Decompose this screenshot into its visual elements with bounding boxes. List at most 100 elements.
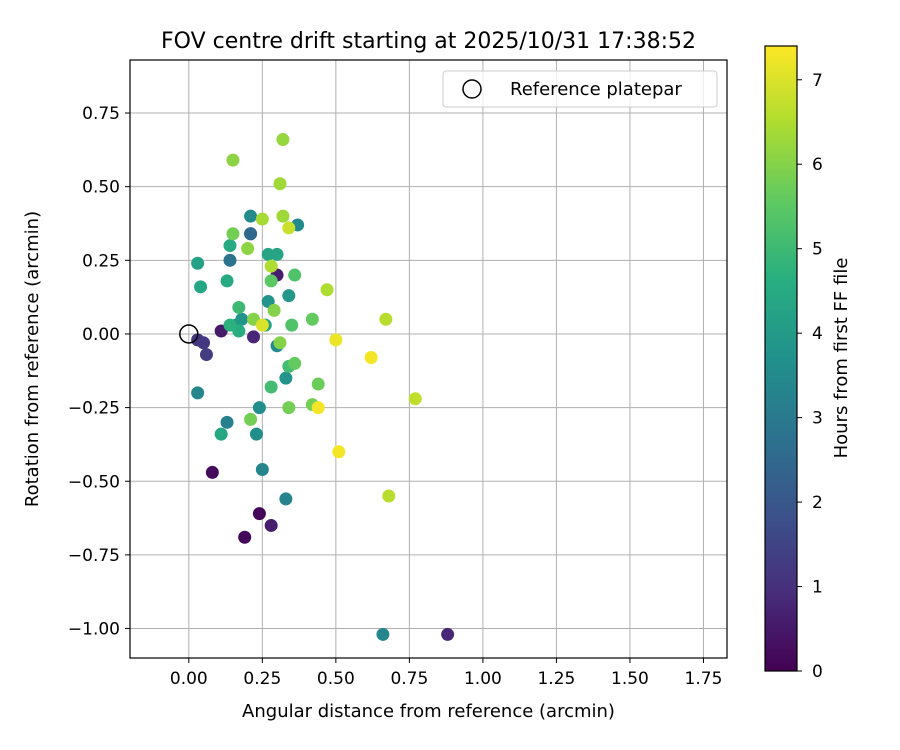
- colorbar-tick-label: 0: [812, 662, 823, 682]
- colorbar-tick-label: 4: [812, 324, 823, 344]
- scatter-point: [220, 415, 234, 429]
- scatter-point: [223, 318, 237, 332]
- scatter-point: [441, 627, 455, 641]
- legend: Reference platepar: [442, 70, 718, 108]
- x-tick-label: 0.50: [317, 669, 355, 689]
- scatter-point: [252, 401, 266, 415]
- y-axis-label: Rotation from reference (arcmin): [22, 211, 43, 507]
- scatter-point: [194, 280, 208, 294]
- x-tick-label: 1.00: [464, 669, 502, 689]
- scatter-point: [247, 330, 261, 344]
- x-tick-label: 0.75: [390, 669, 428, 689]
- x-tick-label: 0.25: [243, 669, 281, 689]
- scatter-point: [329, 333, 343, 347]
- scatter-point: [220, 274, 234, 288]
- x-axis-label: Angular distance from reference (arcmin): [242, 701, 615, 722]
- scatter-points: [191, 133, 455, 641]
- scatter-point: [285, 318, 299, 332]
- scatter-point: [255, 212, 269, 226]
- x-tick-label: 1.75: [685, 669, 723, 689]
- scatter-point: [244, 209, 258, 223]
- scatter-point: [379, 312, 393, 326]
- x-tick-label: 0.00: [170, 669, 208, 689]
- scatter-point: [264, 259, 278, 273]
- scatter-point: [223, 239, 237, 253]
- scatter-point: [252, 507, 266, 521]
- y-tick-label: 0.50: [82, 178, 120, 198]
- scatter-point: [279, 492, 293, 506]
- y-tick-label: 0.25: [82, 251, 120, 271]
- scatter-point: [261, 247, 275, 261]
- x-tick-label: 1.25: [537, 669, 575, 689]
- scatter-point: [311, 401, 325, 415]
- y-tick-label: −0.25: [68, 399, 120, 419]
- scatter-point: [197, 336, 211, 350]
- colorbar: 0 1 2 3 4 5 6 7 Hours from first FF file: [764, 45, 852, 682]
- legend-marker-icon: [462, 79, 482, 99]
- colorbar-label: Hours from first FF file: [831, 258, 852, 459]
- scatter-point: [232, 300, 246, 314]
- scatter-point: [273, 177, 287, 191]
- scatter-point: [376, 627, 390, 641]
- scatter-point: [226, 227, 240, 241]
- colorbar-gradient: [765, 46, 797, 671]
- x-tick-label: 1.50: [611, 669, 649, 689]
- scatter-point: [255, 462, 269, 476]
- scatter-point: [282, 289, 296, 303]
- legend-label: Reference platepar: [510, 79, 682, 100]
- y-tick-label: 0.00: [82, 325, 120, 345]
- legend-box: [442, 70, 718, 108]
- scatter-point: [320, 283, 334, 297]
- y-tick-label: −0.50: [68, 472, 120, 492]
- colorbar-tick-label: 1: [812, 578, 823, 598]
- chart-title: FOV centre drift starting at 2025/10/31 …: [161, 29, 696, 54]
- scatter-point: [311, 377, 325, 391]
- scatter-point: [238, 530, 252, 544]
- y-tick-label: 0.75: [82, 104, 120, 124]
- y-tick-label: −0.75: [68, 546, 120, 566]
- scatter-point: [364, 351, 378, 365]
- scatter-point: [408, 392, 422, 406]
- scatter-point: [244, 412, 258, 426]
- reference-platepar-marker: [179, 324, 199, 344]
- scatter-point: [332, 445, 346, 459]
- scatter-point: [305, 312, 319, 326]
- scatter-point: [249, 427, 263, 441]
- scatter-point: [282, 221, 296, 235]
- scatter-point: [288, 268, 302, 282]
- y-axis-ticks: 0.75 0.50 0.25 0.00 −0.25 −0.50 −0.75 −1.00: [68, 104, 130, 640]
- scatter-point: [214, 427, 228, 441]
- scatter-point: [279, 371, 293, 385]
- scatter-point: [264, 518, 278, 532]
- scatter-point: [241, 242, 255, 256]
- colorbar-tick-label: 7: [812, 71, 823, 91]
- scatter-point: [199, 348, 213, 362]
- y-tick-label: −1.00: [68, 620, 120, 640]
- scatter-point: [244, 227, 258, 241]
- scatter-point: [255, 318, 269, 332]
- scatter-point: [382, 489, 396, 503]
- scatter-point: [223, 253, 237, 267]
- scatter-point: [273, 336, 287, 350]
- scatter-point: [264, 274, 278, 288]
- colorbar-tick-label: 2: [812, 493, 823, 513]
- scatter-point: [276, 209, 290, 223]
- scatter-point: [191, 386, 205, 400]
- colorbar-tick-label: 6: [812, 155, 823, 175]
- colorbar-ticks: 0 1 2 3 4 5 6 7: [797, 71, 823, 682]
- colorbar-tick-label: 3: [812, 409, 823, 429]
- plot-frame: [129, 59, 728, 659]
- plot-background: [130, 60, 727, 658]
- scatter-point: [264, 380, 278, 394]
- colorbar-frame: [764, 45, 798, 672]
- scatter-point: [191, 256, 205, 270]
- scatter-point: [267, 303, 281, 317]
- scatter-point: [205, 465, 219, 479]
- scatter-point: [282, 401, 296, 415]
- scatter-point: [276, 133, 290, 147]
- scatter-point: [288, 356, 302, 370]
- colorbar-tick-label: 5: [812, 240, 823, 260]
- x-axis-ticks: 0.00 0.25 0.50 0.75 1.00 1.25 1.50 1.75: [170, 658, 723, 689]
- scatter-point: [226, 153, 240, 167]
